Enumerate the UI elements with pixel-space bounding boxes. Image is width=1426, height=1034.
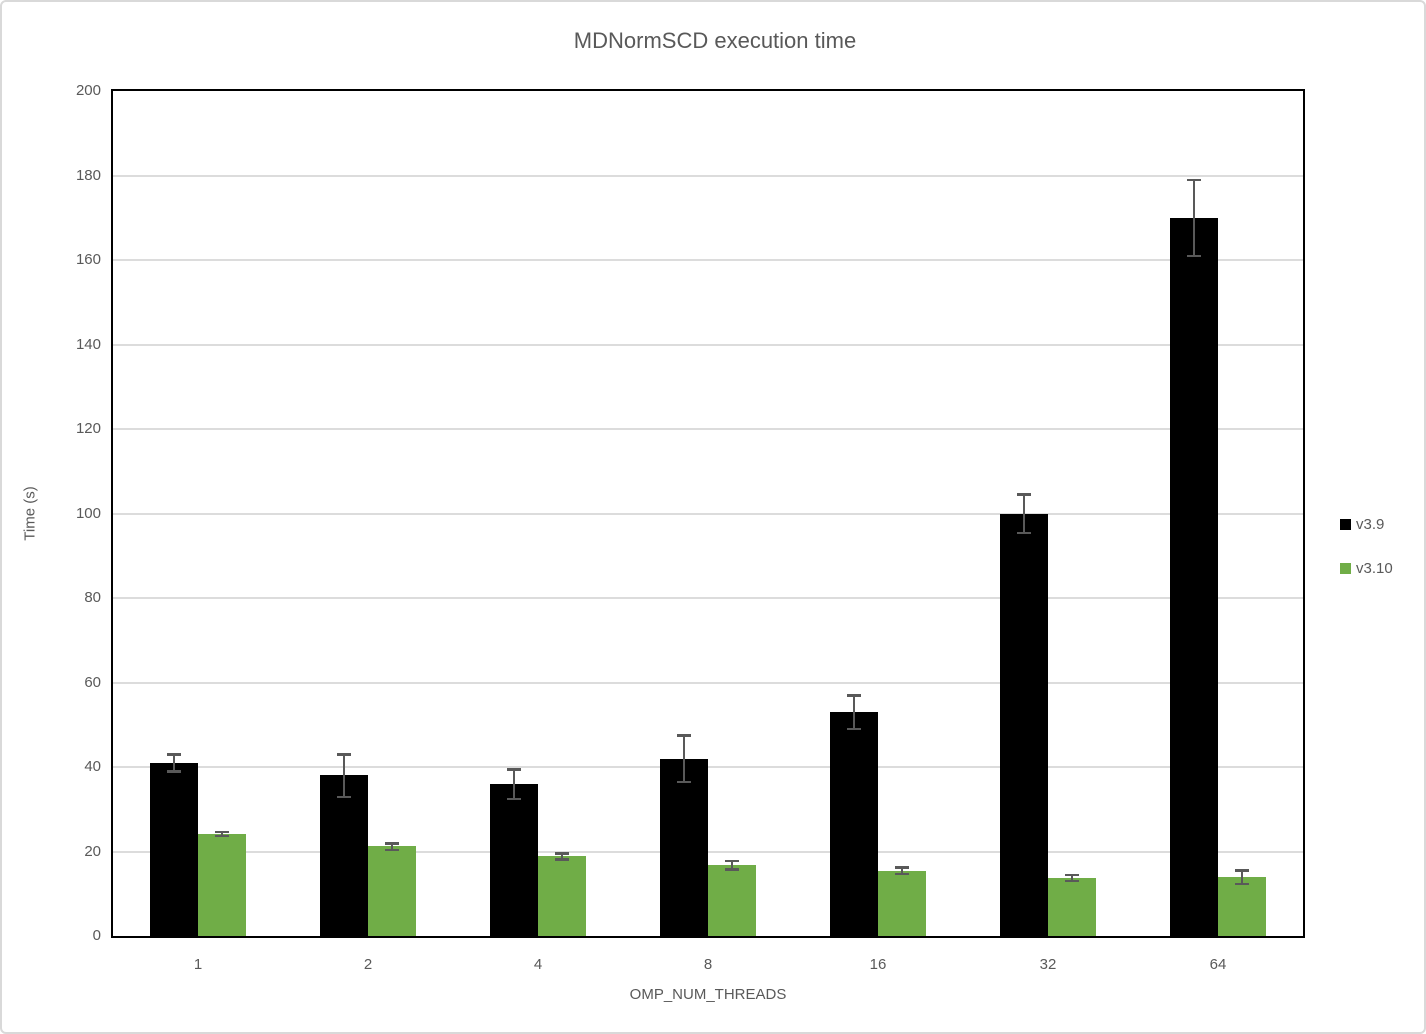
y-tick-label-180: 180 — [75, 166, 101, 184]
y-tick-label-40: 40 — [84, 758, 101, 775]
y-tick-label-20: 20 — [84, 842, 101, 860]
bar-v3.10-8 — [708, 865, 756, 936]
y-tick-label-60: 60 — [84, 673, 101, 691]
bar-v3.9-64 — [1170, 217, 1218, 936]
error-bar-v3.9-16-cap-top — [847, 694, 861, 697]
error-bar-v3.10-1-cap-bottom — [215, 834, 229, 838]
error-bar-v3.10-16-cap-top — [895, 866, 909, 869]
error-bar-v3.9-2-cap-top — [337, 753, 351, 756]
gridline-60 — [113, 681, 1303, 684]
error-bar-v3.9-16-line — [853, 695, 855, 729]
chart-title: MDNormSCD execution time — [573, 28, 857, 53]
x-tick-label-64: 64 — [1209, 956, 1227, 973]
legend-entry-v3.9: v3.9 — [1340, 516, 1393, 533]
error-bar-v3.10-16-line — [901, 867, 903, 874]
bar-v3.10-4 — [538, 856, 586, 936]
gridline-120 — [113, 428, 1303, 430]
bar-v3.10-2 — [368, 846, 416, 936]
error-bar-v3.10-2-line — [391, 843, 393, 850]
error-bar-v3.9-8-line — [683, 735, 685, 782]
gridline-180 — [113, 174, 1303, 177]
error-bar-v3.10-8-cap-bottom — [725, 868, 739, 871]
error-bar-v3.9-4-cap-bottom — [507, 797, 521, 801]
error-bar-v3.9-4-cap-top — [507, 768, 521, 771]
error-bar-v3.10-2-cap-top — [385, 842, 399, 845]
error-bar-v3.10-32-cap-bottom — [1065, 879, 1079, 883]
bar-v3.10-32 — [1048, 877, 1096, 936]
error-bar-v3.9-2-line — [343, 754, 345, 797]
error-bar-v3.9-16-cap-bottom — [847, 727, 861, 731]
legend-label: v3.10 — [1356, 560, 1393, 577]
y-tick-label-140: 140 — [75, 335, 101, 353]
y-tick-label-0: 0 — [92, 927, 101, 944]
plot-area — [111, 89, 1305, 938]
bar-v3.9-8 — [660, 758, 708, 936]
error-bar-v3.10-8-line — [731, 860, 733, 870]
gridline-40 — [113, 766, 1303, 768]
y-axis-title: Time (s) — [21, 486, 39, 541]
bar-v3.9-32 — [1000, 513, 1048, 936]
bar-v3.9-16 — [830, 712, 878, 936]
error-bar-v3.9-1-cap-top — [167, 753, 181, 756]
gridline-160 — [113, 259, 1303, 261]
error-bar-v3.9-64-line — [1193, 179, 1195, 256]
error-bar-v3.10-8-cap-top — [725, 859, 739, 863]
error-bar-v3.10-4-cap-bottom — [555, 858, 569, 861]
gridline-20 — [113, 850, 1303, 853]
legend-label: v3.9 — [1356, 516, 1385, 533]
bar-v3.10-1 — [198, 833, 246, 936]
error-bar-v3.9-8-cap-top — [677, 734, 691, 737]
y-tick-label-120: 120 — [75, 420, 101, 437]
bar-v3.9-1 — [150, 762, 198, 936]
error-bar-v3.9-32-cap-top — [1017, 493, 1031, 496]
error-bar-v3.10-64-cap-bottom — [1235, 882, 1249, 886]
error-bar-v3.10-1-line — [221, 831, 223, 836]
x-axis-title: OMP_NUM_THREADS — [629, 986, 787, 1003]
error-bar-v3.10-32-line — [1071, 874, 1073, 881]
legend-swatch-v3.9 — [1340, 519, 1351, 530]
bar-v3.10-16 — [878, 870, 926, 936]
error-bar-v3.9-32-line — [1023, 494, 1025, 533]
error-bar-v3.9-64-cap-bottom — [1187, 254, 1201, 258]
legend-swatch-v3.10 — [1340, 563, 1351, 574]
error-bar-v3.10-64-cap-top — [1235, 869, 1249, 872]
x-tick-label-4: 4 — [533, 956, 543, 973]
bar-v3.9-4 — [490, 783, 538, 936]
y-tick-label-100: 100 — [75, 504, 101, 522]
error-bar-v3.9-4-line — [513, 769, 515, 799]
bar-v3.9-2 — [320, 775, 368, 936]
gridline-140 — [113, 343, 1303, 346]
x-tick-label-32: 32 — [1039, 956, 1057, 973]
y-tick-label-200: 200 — [75, 82, 101, 99]
error-bar-v3.10-4-cap-top — [555, 852, 569, 855]
x-tick-label-2: 2 — [363, 956, 373, 973]
error-bar-v3.10-16-cap-bottom — [895, 872, 909, 876]
error-bar-v3.9-32-cap-bottom — [1017, 531, 1031, 534]
y-tick-label-160: 160 — [75, 251, 101, 268]
x-tick-label-1: 1 — [193, 956, 203, 973]
gridline-100 — [113, 512, 1303, 515]
error-bar-v3.9-64-cap-top — [1187, 178, 1201, 182]
error-bar-v3.9-1-cap-bottom — [167, 770, 181, 773]
legend: v3.9 v3.10 — [1340, 516, 1393, 604]
y-tick-label-80: 80 — [84, 589, 101, 606]
error-bar-v3.9-1-line — [173, 754, 175, 772]
legend-entry-v3.10: v3.10 — [1340, 560, 1393, 577]
error-bar-v3.10-1-cap-top — [215, 830, 229, 834]
x-tick-label-16: 16 — [869, 956, 887, 973]
error-bar-v3.10-64-line — [1241, 870, 1243, 884]
error-bar-v3.10-2-cap-bottom — [385, 848, 399, 852]
error-bar-v3.9-2-cap-bottom — [337, 795, 351, 799]
x-tick-label-8: 8 — [703, 956, 713, 973]
bar-v3.10-64 — [1218, 876, 1266, 936]
error-bar-v3.10-4-line — [561, 853, 563, 860]
error-bar-v3.10-32-cap-top — [1065, 873, 1079, 877]
gridline-80 — [113, 597, 1303, 599]
error-bar-v3.9-8-cap-bottom — [677, 780, 691, 784]
